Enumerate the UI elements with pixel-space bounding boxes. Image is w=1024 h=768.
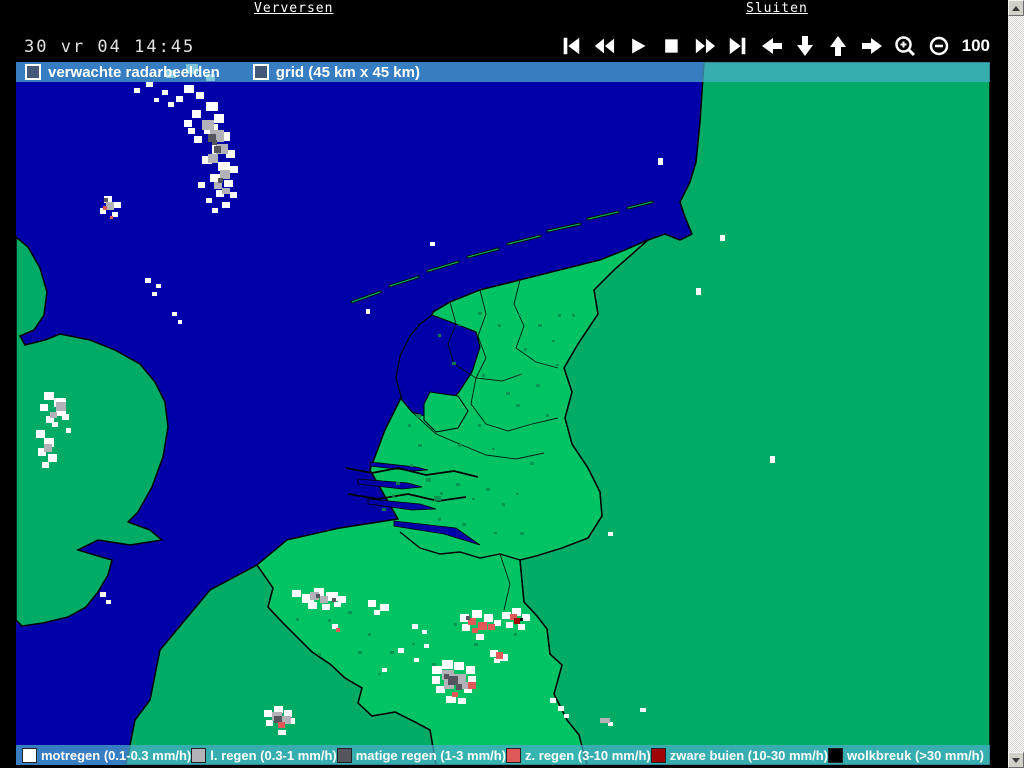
- pan-left-button[interactable]: [759, 33, 784, 59]
- grid-checkbox[interactable]: [252, 64, 269, 80]
- play-button[interactable]: [625, 33, 650, 59]
- zoom-in-button[interactable]: [893, 33, 918, 59]
- playback-toolbar: 100: [558, 32, 990, 60]
- vertical-scrollbar[interactable]: [1008, 0, 1024, 768]
- legend-item-zware-regen: z. regen (3-10 mm/h): [506, 747, 651, 763]
- options-bar: verwachte radarbeelden grid (45 km x 45 …: [16, 62, 990, 82]
- radar-checkbox-label: verwachte radarbeelden: [48, 63, 220, 81]
- grid-checkbox-label: grid (45 km x 45 km): [275, 63, 420, 81]
- legend-swatch: [22, 747, 37, 763]
- legend-swatch: [828, 747, 844, 763]
- scroll-up-icon: [1012, 5, 1020, 11]
- wadden-islands-fill: [351, 201, 653, 303]
- skip-to-start-button[interactable]: [558, 33, 583, 59]
- legend-swatch: [650, 747, 666, 763]
- fast-forward-button[interactable]: [692, 33, 717, 59]
- legend-item-matige-regen: matige regen (1-3 mm/h): [336, 747, 506, 763]
- stop-button[interactable]: [658, 33, 683, 59]
- land-speckles: [296, 312, 575, 675]
- precipitation-legend: motregen (0.1-0.3 mm/h) l. regen (0.3-1 …: [16, 745, 990, 765]
- zoom-level-label: 100: [961, 36, 990, 55]
- legend-swatch: [336, 747, 352, 763]
- refresh-link[interactable]: Verversen: [254, 1, 334, 16]
- scroll-down-button[interactable]: [1008, 752, 1024, 768]
- scroll-down-icon: [1012, 757, 1020, 763]
- radar-map: [16, 62, 990, 765]
- radar-checkbox[interactable]: [25, 64, 41, 80]
- pan-up-button[interactable]: [826, 33, 851, 59]
- uk-landmass: [16, 236, 169, 627]
- legend-item-lichte-regen: l. regen (0.3-1 mm/h): [191, 747, 337, 763]
- province-borders: [411, 279, 559, 611]
- skip-to-end-button[interactable]: [725, 33, 750, 59]
- scroll-up-button[interactable]: [1008, 0, 1024, 16]
- rivers: [345, 467, 479, 502]
- zoom-out-button[interactable]: [926, 33, 951, 59]
- rewind-button[interactable]: [591, 33, 616, 59]
- pan-right-button[interactable]: [859, 33, 884, 59]
- legend-item-wolkbreuk: wolkbreuk (>30 mm/h): [828, 747, 984, 763]
- zeeland-estuaries: [357, 461, 481, 546]
- legend-swatch: [506, 747, 522, 763]
- flevoland: [423, 391, 469, 433]
- legend-swatch: [191, 747, 207, 763]
- legend-item-zware-buien: zware buien (10-30 mm/h): [650, 747, 828, 763]
- legend-item-motregen: motregen (0.1-0.3 mm/h): [22, 747, 191, 763]
- close-link[interactable]: Sluiten: [746, 1, 808, 16]
- precipitation-cells: [36, 64, 775, 735]
- datetime-label: 30 vr 04 14:45: [24, 37, 196, 57]
- pan-down-button[interactable]: [792, 33, 817, 59]
